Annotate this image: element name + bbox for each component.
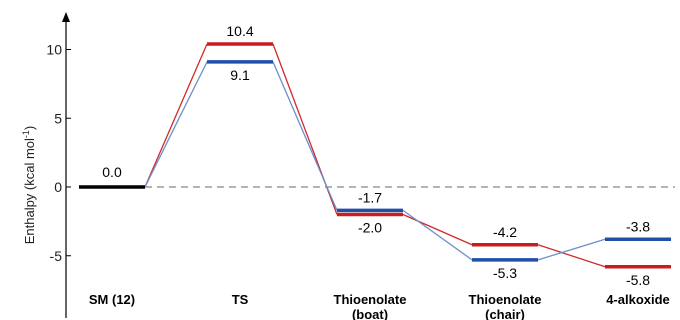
value-label-series-2: 9.1	[230, 67, 250, 83]
value-label-series-1: -5.8	[626, 272, 650, 288]
value-label-shared: 0.0	[102, 164, 122, 180]
y-axis-title: Enthalpy (kcal mol-1)	[21, 126, 37, 245]
category-labels: SM (12) TS Thioenolate (boat) Thioenolate (ch…	[89, 292, 670, 320]
category-label: TS	[232, 292, 249, 307]
y-tick-label: -5	[50, 248, 63, 264]
connector-series-2	[272, 61, 338, 211]
y-tick-label: 10	[46, 42, 62, 58]
value-label-series-1: 10.4	[226, 23, 253, 39]
category-label: Thioenolate (chair)	[469, 292, 542, 320]
connector-series-2	[144, 61, 208, 188]
connector-series-2	[402, 209, 473, 261]
y-axis-title-main: Enthalpy (kcal mol	[22, 138, 37, 244]
y-axis: 10 5 0 -5	[46, 12, 71, 318]
category-label: 4-alkoxide	[606, 292, 670, 307]
value-label-series-2: -5.3	[493, 265, 517, 281]
energy-levels	[79, 42, 671, 269]
y-tick-label: 5	[54, 110, 62, 126]
y-axis-title-close: )	[22, 126, 37, 130]
y-axis-title-superscript: -1	[21, 130, 31, 138]
category-label: SM (12)	[89, 292, 135, 307]
connector-series-1	[144, 43, 208, 188]
y-tick-label: 0	[54, 179, 62, 195]
value-label-series-2: -1.7	[358, 189, 382, 205]
connector-series-1	[402, 213, 473, 246]
value-label-series-2: -3.8	[626, 218, 650, 234]
y-axis-arrow	[62, 12, 70, 22]
value-label-series-1: -2.0	[358, 220, 382, 236]
connector-lines	[144, 43, 606, 268]
connector-series-1	[537, 244, 606, 268]
value-label-series-1: -4.2	[493, 224, 517, 240]
connector-series-2	[537, 238, 606, 261]
value-labels: 10.4 -2.0 -4.2 -5.8 9.1 -1.7 -5.3 -3.8 0.0	[102, 23, 650, 288]
category-label: Thioenolate (boat)	[334, 292, 407, 320]
